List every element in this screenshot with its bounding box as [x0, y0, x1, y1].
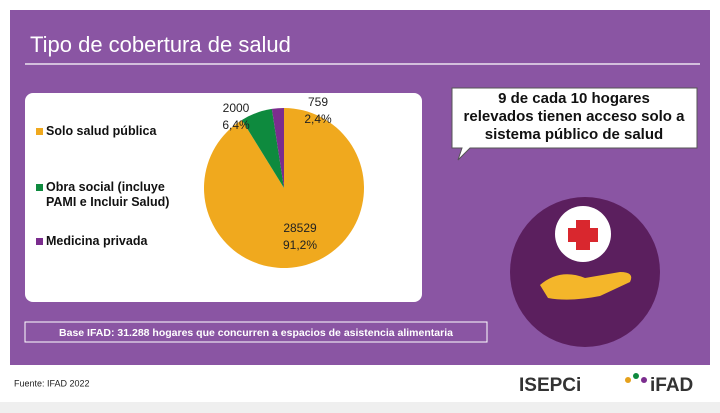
legend-label: Obra social (incluye PAMI e Incluir Salu…	[46, 180, 170, 209]
icon-hand	[540, 272, 632, 300]
value-label: 759	[308, 95, 328, 109]
legend-item: Obra social (incluye PAMI e Incluir Salu…	[36, 180, 176, 210]
legend-swatch	[36, 238, 43, 245]
pie-slice	[204, 108, 365, 268]
base-box	[24, 321, 488, 343]
pie-slice	[241, 108, 284, 188]
value-label: 28529	[283, 221, 317, 235]
legend-item: Solo salud pública	[36, 124, 176, 139]
legend-swatch	[36, 184, 43, 191]
logo-dot	[625, 377, 631, 383]
bottom-strip	[0, 402, 720, 413]
legend-label: Solo salud pública	[46, 124, 157, 138]
callout-line: sistema público de salud	[485, 126, 663, 143]
pie: 28529 91,2% 2000 6,4% 759 2,4%	[204, 95, 365, 268]
base-note: Base IFAD: 31.288 hogares que concurren …	[59, 327, 453, 339]
source: Fuente: IFAD 2022	[14, 378, 90, 388]
icon-circle	[510, 197, 660, 347]
legend-label: Medicina privada	[46, 234, 148, 248]
logo-isepci: ISEPCi	[519, 375, 581, 396]
logo-ifad: iFAD	[650, 375, 693, 396]
value-label: 2000	[223, 101, 250, 115]
percent-label: 2,4%	[304, 112, 332, 126]
logo-dot	[641, 377, 647, 383]
percent-label: 6,4%	[222, 118, 250, 132]
callout-box	[451, 87, 698, 161]
icon-cross	[568, 220, 598, 250]
legend-item: Medicina privada	[36, 234, 176, 249]
callout-line: 9 de cada 10 hogares	[498, 90, 650, 107]
chart-title: Tipo de cobertura de salud	[30, 32, 291, 57]
legend-swatch	[36, 128, 43, 135]
logo-dot	[633, 373, 639, 379]
percent-label: 91,2%	[283, 238, 317, 252]
pie-slice	[271, 108, 284, 188]
callout-line: relevados tienen acceso solo a	[464, 108, 686, 125]
